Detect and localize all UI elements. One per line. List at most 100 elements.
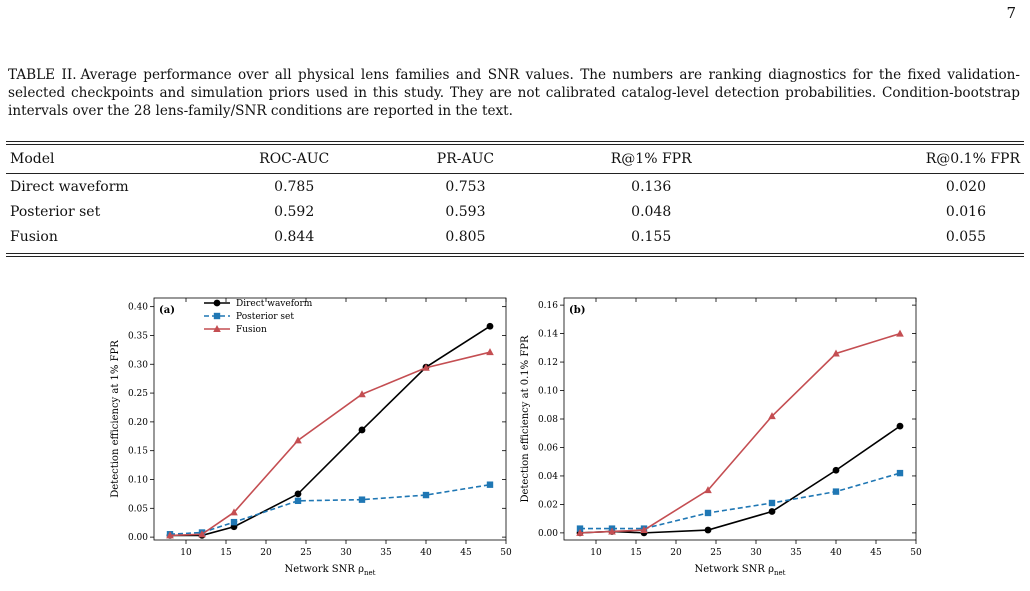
x-axis-label-subscript: net: [774, 569, 786, 577]
x-tick-label: 20: [670, 548, 682, 558]
table-header-row: Model ROC-AUC PR-AUC R@1% FPR R@0.1% FPR: [6, 145, 1024, 173]
legend-label: Fusion: [236, 325, 267, 335]
chart-b-svg: 10 15 20 25 30 35 40 45 50 0.00 0.02 0.04 0.06 0.08 0.…: [520, 297, 922, 577]
x-tick-label: 50: [500, 548, 512, 558]
data-point: [422, 363, 430, 371]
table-cell: 0.016: [945, 203, 986, 220]
data-point: [576, 525, 584, 532]
data-point: [896, 422, 904, 430]
table-top-rule: [6, 141, 1024, 145]
y-tick-label: 0.16: [538, 301, 558, 311]
y-tick-label: 0.05: [128, 504, 148, 514]
table-cell: 0.055: [945, 228, 986, 245]
x-tick-label: 15: [220, 548, 232, 558]
y-tick-label: 0.35: [128, 331, 148, 341]
data-point: [358, 426, 366, 434]
table-cell: 0.048: [631, 203, 672, 220]
table-cell: Posterior set: [10, 203, 101, 220]
x-tick-label: 20: [260, 548, 272, 558]
data-point: [230, 508, 238, 516]
y-tick-label: 0.14: [538, 330, 558, 340]
table-row: Direct waveform 0.785 0.753 0.136 0.020: [6, 174, 1024, 199]
table-cell: 0.592: [274, 203, 315, 220]
y-tick-label: 0.08: [538, 415, 558, 425]
table-caption: TABLE II. Average performance over all ph…: [8, 66, 1020, 120]
table-cell: 0.593: [445, 203, 486, 220]
data-point: [198, 530, 206, 538]
data-point: [896, 469, 904, 477]
data-point: [422, 491, 430, 499]
table-cell: Fusion: [10, 228, 58, 245]
data-point: [704, 486, 712, 494]
y-tick-label: 0.12: [538, 358, 558, 368]
data-point: [768, 412, 776, 420]
data-point: [832, 466, 840, 474]
y-tick-label: 0.04: [538, 472, 558, 482]
table-cell: 0.753: [445, 178, 486, 195]
legend-marker: [213, 312, 221, 320]
data-point: [358, 390, 366, 398]
data-point: [294, 497, 302, 505]
y-tick-label: 0.06: [538, 443, 558, 453]
x-tick-label: 25: [300, 548, 312, 558]
data-point: [486, 481, 494, 488]
legend-marker: [213, 299, 221, 307]
x-tick-label: 50: [910, 548, 922, 558]
x-tick-label: 15: [630, 548, 642, 558]
table-cell: 0.805: [445, 228, 486, 245]
series-line: [170, 325, 491, 537]
column-header: ROC-AUC: [259, 151, 330, 167]
y-tick-label: 0.25: [128, 389, 148, 399]
y-tick-label: 0.30: [128, 360, 148, 370]
series-line: [169, 483, 491, 536]
data-point: [608, 527, 616, 535]
x-axis-label: Network SNR ρnet: [285, 564, 376, 577]
chart-panel-b: 10 15 20 25 30 35 40 45 50 0.00 0.02 0.04 0.06 0.08 0.…: [516, 290, 926, 587]
data-point: [358, 496, 366, 503]
legend-marker: [213, 325, 221, 332]
series-line: [579, 425, 901, 534]
y-tick-label: 0.15: [128, 447, 148, 457]
y-tick-label: 0.40: [128, 303, 148, 313]
table-cell: Direct waveform: [10, 178, 129, 195]
data-point: [768, 508, 776, 515]
table-cell: 0.844: [274, 228, 315, 245]
y-tick-label: 0.10: [538, 387, 558, 397]
x-tick-label: 40: [420, 548, 432, 558]
data-point: [768, 499, 776, 507]
x-tick-label: 35: [790, 548, 802, 558]
y-axis-label: Detection efficiency at 0.1% FPR: [520, 335, 531, 503]
x-axis-label: Network SNR ρnet: [695, 564, 786, 577]
table-cell: 0.136: [631, 178, 672, 195]
data-point: [576, 528, 584, 536]
page-number: 7: [1006, 4, 1016, 22]
column-header: R@1% FPR: [610, 151, 692, 167]
data-point: [486, 322, 494, 330]
x-tick-label: 10: [590, 548, 602, 558]
data-point: [896, 329, 904, 337]
legend-label: Posterior set: [236, 312, 294, 322]
table-bottom-rule: [6, 253, 1024, 257]
caption-text: Average performance over all physical le…: [8, 67, 1021, 119]
y-tick-label: 0.02: [538, 500, 558, 510]
plot-frame: [563, 297, 917, 541]
y-tick-label: 0.00: [128, 533, 148, 543]
x-tick-label: 45: [460, 548, 472, 558]
chart-panel-a: 10 15 20 25 30 35 40 45 50 0.00 0.05 0.10 0.15 0.20 0.…: [106, 290, 516, 587]
x-tick-label: 35: [380, 548, 392, 558]
legend-label: Direct waveform: [236, 299, 313, 309]
x-tick-label: 40: [830, 548, 842, 558]
x-tick-label: 45: [870, 548, 882, 558]
chart-a-svg: 10 15 20 25 30 35 40 45 50 0.00 0.05 0.10 0.15 0.20 0.…: [110, 297, 512, 577]
table-row: Fusion 0.844 0.805 0.155 0.055: [6, 224, 1024, 249]
panel-label: (a): [159, 305, 175, 316]
data-point: [294, 490, 302, 498]
column-header: Model: [10, 151, 55, 167]
table-cell: 0.020: [945, 178, 986, 195]
series-line: [169, 351, 491, 537]
data-point: [640, 526, 648, 534]
y-axis-label: Detection efficiency at 1% FPR: [110, 340, 121, 498]
data-point: [294, 436, 302, 444]
y-tick-label: 0.10: [128, 476, 148, 486]
table-row: Posterior set 0.592 0.593 0.048 0.016: [6, 199, 1024, 224]
